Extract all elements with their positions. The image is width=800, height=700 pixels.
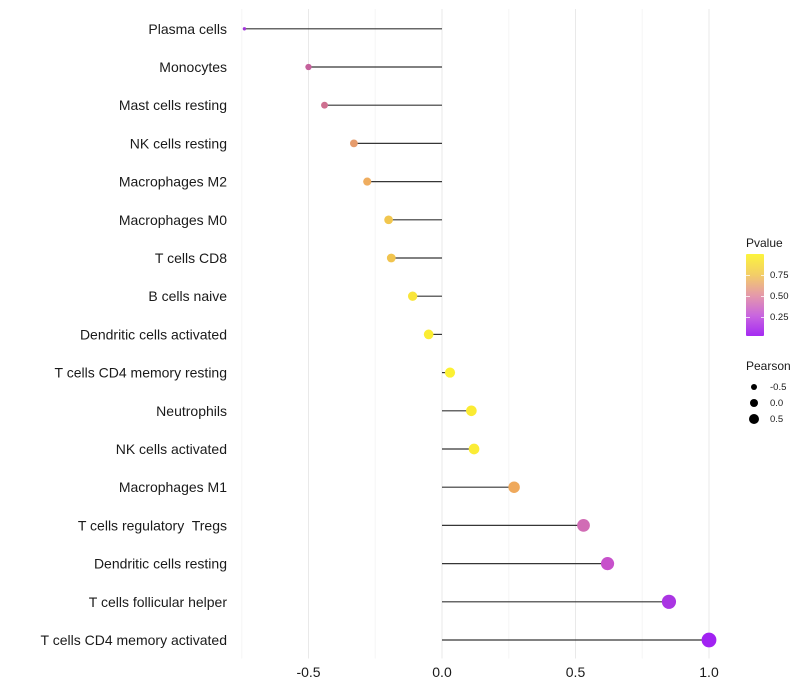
lollipop-dot: [384, 215, 393, 225]
pvalue-gradient-bar: [746, 254, 764, 336]
pearson-legend-row: 0.0: [746, 395, 791, 411]
category-label: NK cells resting: [130, 135, 227, 151]
size-dot-cell: [746, 399, 761, 407]
lollipop-dot: [701, 632, 717, 648]
pearson-legend-row: 0.5: [746, 411, 791, 427]
x-tick-label: 1.0: [699, 664, 719, 680]
lollipop-dot: [508, 481, 520, 493]
category-label: Dendritic cells activated: [80, 326, 227, 342]
pearson-legend-title: Pearson: [746, 359, 791, 373]
pvalue-tick-label: 0.25: [770, 311, 789, 323]
lollipop-stems: [244, 28, 709, 641]
pearson-legend-rows: -0.5 0.0 0.5: [746, 379, 791, 427]
category-label: Macrophages M0: [119, 212, 227, 228]
category-label: Dendritic cells resting: [94, 556, 227, 572]
lollipop-dots: [242, 27, 717, 648]
category-label: T cells regulatory Tregs: [78, 517, 227, 533]
category-label: T cells CD4 memory activated: [41, 632, 227, 648]
x-tick-label: -0.5: [296, 664, 320, 680]
category-label: Mast cells resting: [119, 97, 227, 113]
category-label: Neutrophils: [156, 403, 227, 419]
x-tick-label: 0.0: [432, 664, 452, 680]
pearson-size-label: 0.0: [770, 397, 784, 409]
lollipop-dot: [661, 594, 677, 609]
category-label: T cells CD4 memory resting: [55, 365, 227, 381]
size-dot-cell: [746, 414, 761, 424]
lollipop-dot: [363, 177, 372, 186]
x-tick-label: 0.5: [566, 664, 586, 680]
size-dot-icon: [748, 414, 759, 424]
lollipop-dot: [242, 27, 247, 31]
category-label: Monocytes: [159, 59, 227, 75]
lollipop-dot: [466, 405, 477, 417]
category-label: Macrophages M2: [119, 174, 227, 190]
gradient-tick: [760, 275, 764, 277]
pvalue-tick-label: 0.75: [770, 269, 789, 281]
lollipop-dot: [305, 63, 312, 71]
gradient-tick: [760, 296, 764, 298]
category-label: NK cells activated: [116, 441, 227, 457]
gradient-tick: [746, 296, 750, 298]
lollipop-dot: [321, 101, 328, 109]
category-label: T cells follicular helper: [89, 594, 228, 610]
category-label: Plasma cells: [148, 21, 227, 37]
lollipop-dot: [350, 139, 358, 148]
lollipop-dot: [407, 291, 418, 301]
y-axis-labels: Plasma cells Monocytes Mast cells resting N…: [41, 21, 228, 648]
lollipop-dot: [468, 443, 480, 455]
gradient-tick: [760, 317, 764, 319]
lollipop-dot: [386, 253, 396, 263]
pearson-legend-row: -0.5: [746, 379, 791, 395]
pvalue-legend: Pvalue 0.75 0.50 0.25: [746, 237, 800, 336]
size-dot-icon: [749, 399, 758, 407]
size-dot-icon: [750, 384, 757, 390]
pearson-legend: Pearson -0.5 0.0 0.5: [746, 360, 791, 427]
lollipop-dot: [423, 329, 434, 340]
pvalue-legend-title: Pvalue: [746, 236, 783, 250]
pvalue-tick-label: 0.50: [770, 290, 789, 302]
gridlines: [241, 9, 710, 659]
category-label: T cells CD8: [155, 250, 227, 266]
gradient-tick: [746, 317, 750, 319]
pvalue-gradient-wrap: 0.75 0.50 0.25: [746, 254, 789, 336]
category-label: B cells naive: [148, 288, 227, 304]
lollipop-dot: [444, 367, 456, 378]
lollipop-dot: [600, 557, 615, 571]
lollipop-dot: [577, 519, 590, 532]
category-label: Macrophages M1: [119, 479, 227, 495]
pearson-size-label: 0.5: [770, 413, 784, 425]
pearson-size-label: -0.5: [770, 381, 787, 393]
gradient-tick: [746, 275, 750, 277]
x-axis-labels: -0.5 0.0 0.5 1.0: [296, 664, 719, 680]
size-dot-cell: [746, 384, 761, 390]
